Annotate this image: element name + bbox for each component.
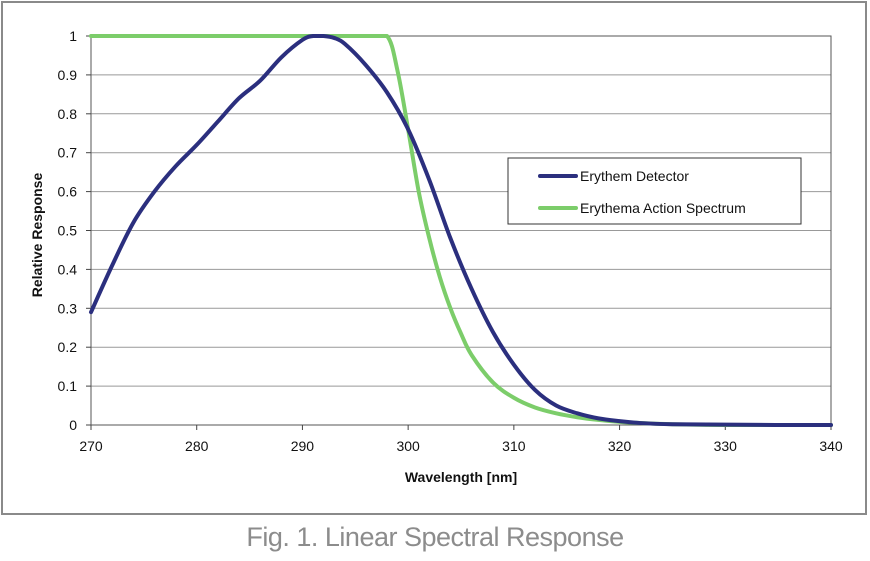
figure-border (1, 1, 867, 515)
x-tick-label: 280 (185, 438, 209, 454)
x-tick-label: 270 (79, 438, 103, 454)
y-tick-label: 0.9 (58, 67, 78, 83)
y-tick-label: 0.5 (58, 223, 78, 239)
figure-caption: Fig. 1. Linear Spectral Response (246, 522, 624, 552)
y-tick-label: 0.3 (58, 300, 78, 316)
legend-label-detector: Erythem Detector (580, 168, 689, 184)
x-axis-ticks: 270 280 290 300 310 320 330 340 (79, 425, 843, 454)
x-axis-title: Wavelength [nm] (405, 469, 517, 485)
gridlines (91, 74, 831, 387)
y-tick-label: 0 (69, 417, 77, 433)
series-erythem-detector (89, 34, 833, 427)
legend: Erythem Detector Erythema Action Spectru… (507, 157, 802, 225)
x-tick-label: 320 (608, 438, 632, 454)
x-tick-label: 300 (396, 438, 420, 454)
legend-box (507, 157, 802, 225)
x-tick-label: 290 (291, 438, 315, 454)
y-tick-label: 1 (69, 28, 77, 44)
y-tick-label: 0.7 (58, 145, 78, 161)
y-tick-label: 0.2 (58, 339, 78, 355)
y-axis-ticks: 0 0.1 0.2 0.3 0.4 0.5 0.6 0.7 0.8 0.9 1 (58, 28, 91, 433)
legend-label-action: Erythema Action Spectrum (580, 200, 746, 216)
y-axis-title: Relative Response (29, 173, 45, 298)
y-tick-label: 0.1 (58, 378, 78, 394)
y-tick-label: 0.8 (58, 106, 78, 122)
x-tick-label: 330 (714, 438, 738, 454)
y-tick-label: 0.4 (58, 261, 78, 277)
y-tick-label: 0.6 (58, 184, 78, 200)
x-tick-label: 340 (819, 438, 843, 454)
series-lines (89, 33, 833, 427)
x-tick-label: 310 (502, 438, 526, 454)
